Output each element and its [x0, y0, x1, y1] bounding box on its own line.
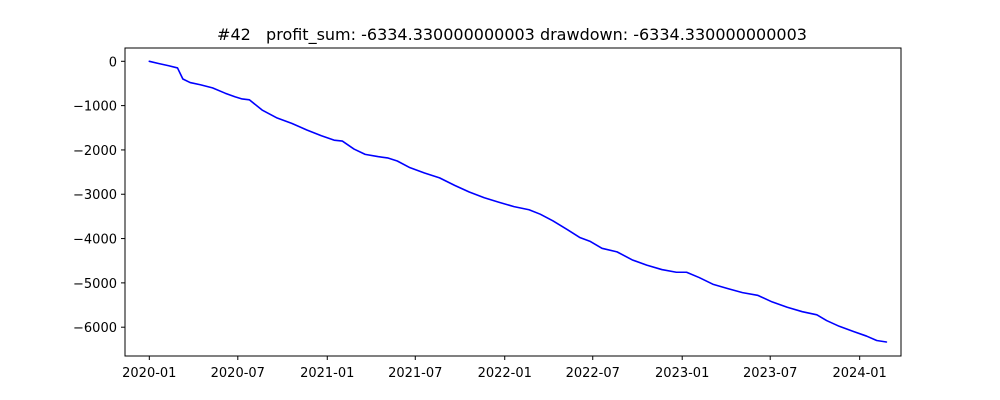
- y-tick-label: −5000: [73, 277, 117, 292]
- y-tick-label: 0: [109, 55, 117, 70]
- x-tick-label: 2021-01: [300, 366, 354, 381]
- y-tick-label: −4000: [73, 233, 117, 248]
- x-tick-label: 2024-01: [833, 366, 887, 381]
- x-tick-label: 2023-01: [655, 366, 709, 381]
- x-tick-label: 2023-07: [743, 366, 797, 381]
- x-tick-label: 2022-01: [478, 366, 532, 381]
- axes-frame: [124, 47, 902, 357]
- series-line-0: [148, 60, 888, 343]
- axes: 2020-01 2020-07 2021-01 2021-07 2022-01 2022-…: [73, 47, 902, 381]
- y-tick-label: −3000: [73, 188, 117, 203]
- x-tick-label: 2020-07: [211, 366, 265, 381]
- x-tick-label: 2020-01: [122, 366, 176, 381]
- y-tick-label: −1000: [73, 100, 117, 115]
- plot-area: [148, 60, 888, 343]
- chart-title: #42 profit_sum: -6334.330000000003 drawd…: [217, 25, 807, 45]
- y-tick-label: −2000: [73, 144, 117, 159]
- x-tick-label: 2022-07: [566, 366, 620, 381]
- x-tick-label: 2021-07: [388, 366, 442, 381]
- y-tick-label: −6000: [73, 321, 117, 336]
